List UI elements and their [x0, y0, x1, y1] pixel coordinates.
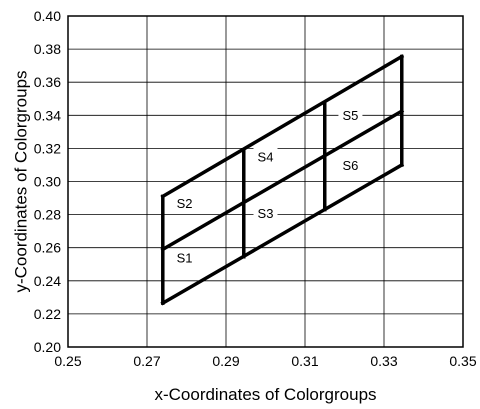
y-tick-label: 0.34 [34, 107, 61, 123]
y-tick-label: 0.28 [34, 207, 61, 223]
boundary-line-3 [160, 54, 405, 199]
region-label-s6: S6 [342, 158, 358, 173]
boundary-line-2 [160, 108, 405, 252]
x-tick-label: 0.29 [212, 353, 239, 369]
region-labels: S1 S2 S3 S4 S5 S6 [172, 106, 363, 266]
region-label-s4: S4 [258, 150, 274, 165]
y-tick-label: 0.36 [34, 74, 61, 90]
grid [67, 15, 464, 348]
y-tick-label: 0.22 [34, 306, 61, 322]
region-label-s5: S5 [342, 108, 358, 123]
region-label-background [253, 148, 278, 166]
y-tick-label: 0.24 [34, 273, 61, 289]
y-tick-label: 0.30 [34, 174, 61, 190]
series-lines [160, 54, 405, 306]
x-axis-label: x-Coordinates of Colorgroups [154, 385, 376, 404]
y-axis-label: y-Coordinates of Colorgroups [11, 70, 30, 292]
region-label-s1: S1 [177, 250, 193, 265]
y-tick-label: 0.26 [34, 240, 61, 256]
x-tick-label: 0.35 [449, 353, 476, 369]
region-label-background [338, 156, 363, 174]
y-tick-label: 0.20 [34, 339, 61, 355]
x-tick-label: 0.31 [291, 353, 318, 369]
tick-labels: 0.25 0.27 0.29 0.31 0.33 0.35 0.20 0.22 0.24 0.26… [34, 8, 477, 369]
region-label-s3: S3 [258, 206, 274, 221]
region-label-s2: S2 [177, 196, 193, 211]
y-tick-label: 0.38 [34, 41, 61, 57]
x-tick-label: 0.27 [133, 353, 160, 369]
x-tick-label: 0.25 [54, 353, 81, 369]
region-label-background [253, 204, 278, 222]
boundary-line-1 [160, 162, 405, 306]
plot-frame [67, 15, 464, 348]
y-tick-label: 0.32 [34, 140, 61, 156]
y-tick-label: 0.40 [34, 8, 61, 24]
x-tick-label: 0.33 [370, 353, 397, 369]
region-label-background [172, 248, 197, 266]
region-label-background [338, 106, 363, 124]
region-label-background [172, 194, 197, 212]
